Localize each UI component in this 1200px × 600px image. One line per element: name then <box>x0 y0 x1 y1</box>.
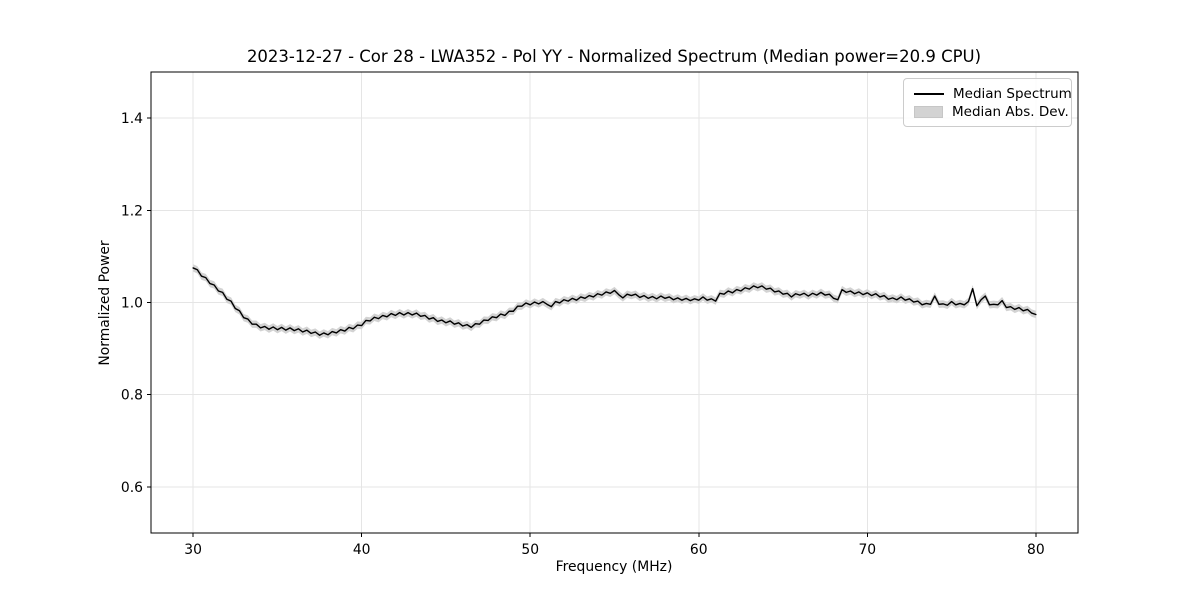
legend-label-median-abs-dev: Median Abs. Dev. <box>952 104 1069 120</box>
median-spectrum-line <box>192 267 1037 336</box>
x-tick-label: 40 <box>353 542 371 558</box>
median-abs-dev-band <box>193 264 1036 339</box>
axis-tick-labels: 30 40 50 60 70 80 0.6 0.8 1.0 1.2 1.4 <box>121 111 1045 558</box>
x-tick-label: 50 <box>521 542 539 558</box>
y-tick-label: 1.0 <box>121 296 143 312</box>
y-tick-label: 0.6 <box>121 480 143 496</box>
median-spectrum-line-swatch <box>914 93 944 95</box>
x-tick-label: 80 <box>1027 542 1045 558</box>
chart-title: 2023-12-27 - Cor 28 - LWA352 - Pol YY - … <box>247 47 981 66</box>
x-tick-label: 60 <box>690 542 708 558</box>
legend-entry-median-spectrum: Median Spectrum <box>914 85 1072 103</box>
median-spectrum-path <box>192 267 1037 336</box>
x-tick-label: 70 <box>858 542 876 558</box>
x-axis-label: Frequency (MHz) <box>556 559 673 575</box>
legend: Median Spectrum Median Abs. Dev. <box>903 78 1072 127</box>
legend-label-median-spectrum: Median Spectrum <box>953 86 1072 102</box>
median-abs-dev-area <box>193 264 1036 339</box>
x-tick-label: 30 <box>184 542 202 558</box>
y-tick-label: 1.4 <box>121 111 143 127</box>
y-tick-label: 0.8 <box>121 388 143 404</box>
axis-tick-marks <box>147 117 1037 537</box>
median-abs-dev-patch-swatch <box>914 106 943 118</box>
y-tick-label: 1.2 <box>121 203 143 219</box>
legend-entry-median-abs-dev: Median Abs. Dev. <box>914 103 1069 121</box>
y-axis-label: Normalized Power <box>97 240 113 365</box>
